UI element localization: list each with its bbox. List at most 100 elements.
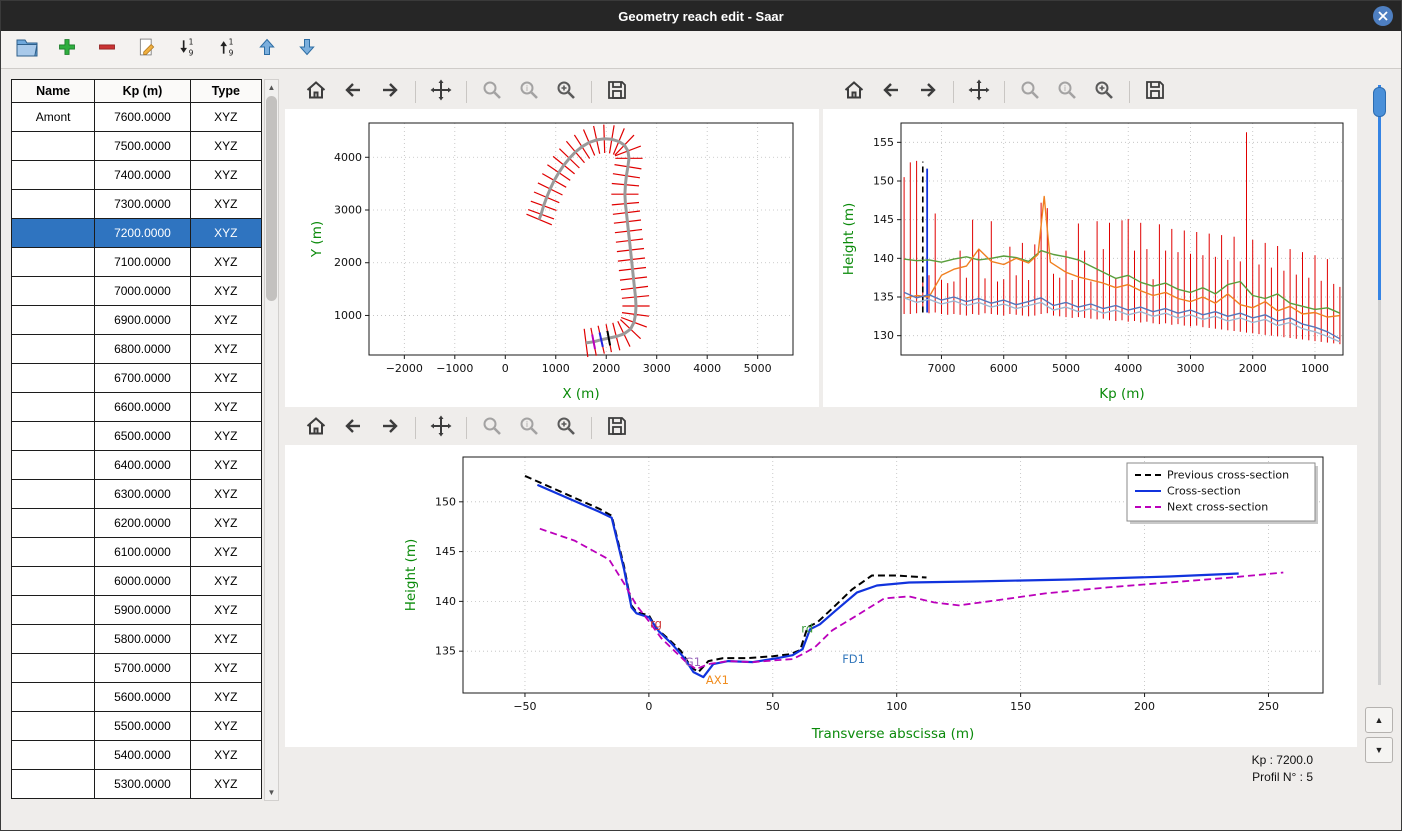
zoom-slider-handle[interactable] bbox=[1373, 87, 1386, 117]
table-cell[interactable]: XYZ bbox=[189, 624, 262, 654]
table-cell[interactable] bbox=[11, 769, 96, 799]
table-row[interactable]: 5900.0000 XYZ bbox=[11, 595, 262, 625]
back-button[interactable] bbox=[338, 78, 368, 106]
close-button[interactable] bbox=[1373, 6, 1393, 26]
table-cell[interactable] bbox=[11, 218, 96, 248]
table-cell[interactable]: XYZ bbox=[189, 595, 262, 625]
table-cell[interactable]: 6200.0000 bbox=[94, 508, 191, 538]
table-cell[interactable] bbox=[11, 334, 96, 364]
table-cell[interactable]: Amont bbox=[11, 102, 96, 132]
table-cell[interactable]: XYZ bbox=[189, 653, 262, 683]
table-cell[interactable]: XYZ bbox=[189, 189, 262, 219]
table-row[interactable]: Amont 7600.0000 XYZ bbox=[11, 102, 262, 132]
pan-button[interactable] bbox=[426, 78, 456, 106]
table-cell[interactable]: XYZ bbox=[189, 537, 262, 567]
home-button[interactable] bbox=[301, 414, 331, 442]
table-cell[interactable]: 6700.0000 bbox=[94, 363, 191, 393]
table-cell[interactable] bbox=[11, 682, 96, 712]
move-down-button[interactable] bbox=[293, 36, 321, 64]
table-cell[interactable]: 5600.0000 bbox=[94, 682, 191, 712]
table-cell[interactable] bbox=[11, 479, 96, 509]
table-scrollbar-thumb[interactable] bbox=[266, 96, 277, 301]
move-up-button[interactable] bbox=[253, 36, 281, 64]
column-header[interactable]: Name bbox=[11, 79, 96, 103]
table-cell[interactable]: 7400.0000 bbox=[94, 160, 191, 190]
table-cell[interactable]: XYZ bbox=[189, 102, 262, 132]
table-cell[interactable] bbox=[11, 160, 96, 190]
table-cell[interactable] bbox=[11, 189, 96, 219]
table-cell[interactable] bbox=[11, 566, 96, 596]
table-cell[interactable] bbox=[11, 363, 96, 393]
table-cell[interactable]: 6600.0000 bbox=[94, 392, 191, 422]
table-row[interactable]: 6000.0000 XYZ bbox=[11, 566, 262, 596]
table-cell[interactable]: XYZ bbox=[189, 247, 262, 277]
forward-button[interactable] bbox=[913, 78, 943, 106]
table-cell[interactable] bbox=[11, 595, 96, 625]
back-button[interactable] bbox=[876, 78, 906, 106]
table-row[interactable]: 7200.0000 XYZ bbox=[11, 218, 262, 248]
table-cell[interactable]: XYZ bbox=[189, 740, 262, 770]
table-row[interactable]: 5800.0000 XYZ bbox=[11, 624, 262, 654]
forward-button[interactable] bbox=[375, 414, 405, 442]
table-row[interactable]: 5400.0000 XYZ bbox=[11, 740, 262, 770]
table-cell[interactable]: XYZ bbox=[189, 508, 262, 538]
table-cell[interactable] bbox=[11, 624, 96, 654]
table-cell[interactable] bbox=[11, 276, 96, 306]
zoom-in-button[interactable] bbox=[551, 78, 581, 106]
zoom-button[interactable] bbox=[477, 414, 507, 442]
table-cell[interactable]: 7000.0000 bbox=[94, 276, 191, 306]
table-cell[interactable]: XYZ bbox=[189, 160, 262, 190]
zoom-in-button[interactable] bbox=[551, 414, 581, 442]
table-cell[interactable]: XYZ bbox=[189, 131, 262, 161]
home-button[interactable] bbox=[839, 78, 869, 106]
table-row[interactable]: 7300.0000 XYZ bbox=[11, 189, 262, 219]
table-cell[interactable] bbox=[11, 740, 96, 770]
table-row[interactable]: 5700.0000 XYZ bbox=[11, 653, 262, 683]
add-profile-button[interactable] bbox=[53, 36, 81, 64]
table-cell[interactable]: 5400.0000 bbox=[94, 740, 191, 770]
table-cell[interactable]: 5300.0000 bbox=[94, 769, 191, 799]
table-row[interactable]: 7500.0000 XYZ bbox=[11, 131, 262, 161]
column-header[interactable]: Type bbox=[189, 79, 262, 103]
table-cell[interactable]: 5800.0000 bbox=[94, 624, 191, 654]
zoom-slider-track[interactable] bbox=[1378, 85, 1381, 685]
table-scrollbar[interactable]: ▲ ▼ bbox=[264, 79, 279, 801]
table-cell[interactable]: XYZ bbox=[189, 363, 262, 393]
table-row[interactable]: 6600.0000 XYZ bbox=[11, 392, 262, 422]
table-cell[interactable]: XYZ bbox=[189, 392, 262, 422]
scrollbar-up-icon[interactable]: ▲ bbox=[267, 83, 276, 92]
table-row[interactable]: 6800.0000 XYZ bbox=[11, 334, 262, 364]
table-cell[interactable] bbox=[11, 537, 96, 567]
table-row[interactable]: 6300.0000 XYZ bbox=[11, 479, 262, 509]
zoom-button[interactable] bbox=[1015, 78, 1045, 106]
table-cell[interactable]: XYZ bbox=[189, 450, 262, 480]
table-cell[interactable]: 7100.0000 bbox=[94, 247, 191, 277]
table-row[interactable]: 7000.0000 XYZ bbox=[11, 276, 262, 306]
table-row[interactable]: 6900.0000 XYZ bbox=[11, 305, 262, 335]
save-button[interactable] bbox=[602, 78, 632, 106]
table-cell[interactable] bbox=[11, 305, 96, 335]
home-button[interactable] bbox=[301, 78, 331, 106]
table-row[interactable]: 5600.0000 XYZ bbox=[11, 682, 262, 712]
table-cell[interactable]: XYZ bbox=[189, 769, 262, 799]
table-row[interactable]: 5500.0000 XYZ bbox=[11, 711, 262, 741]
scrollbar-down-icon[interactable]: ▼ bbox=[267, 788, 276, 797]
table-row[interactable]: 6200.0000 XYZ bbox=[11, 508, 262, 538]
zoom-info-button[interactable]: i bbox=[514, 414, 544, 442]
table-row[interactable]: 5300.0000 XYZ bbox=[11, 769, 262, 799]
table-cell[interactable] bbox=[11, 247, 96, 277]
table-cell[interactable] bbox=[11, 711, 96, 741]
table-cell[interactable]: XYZ bbox=[189, 276, 262, 306]
table-cell[interactable] bbox=[11, 421, 96, 451]
column-header[interactable]: Kp (m) bbox=[94, 79, 191, 103]
table-cell[interactable]: 6100.0000 bbox=[94, 537, 191, 567]
table-cell[interactable]: XYZ bbox=[189, 421, 262, 451]
table-cell[interactable]: XYZ bbox=[189, 334, 262, 364]
save-button[interactable] bbox=[602, 414, 632, 442]
table-cell[interactable] bbox=[11, 653, 96, 683]
table-cell[interactable]: 6400.0000 bbox=[94, 450, 191, 480]
table-row[interactable]: 6100.0000 XYZ bbox=[11, 537, 262, 567]
table-cell[interactable]: XYZ bbox=[189, 682, 262, 712]
